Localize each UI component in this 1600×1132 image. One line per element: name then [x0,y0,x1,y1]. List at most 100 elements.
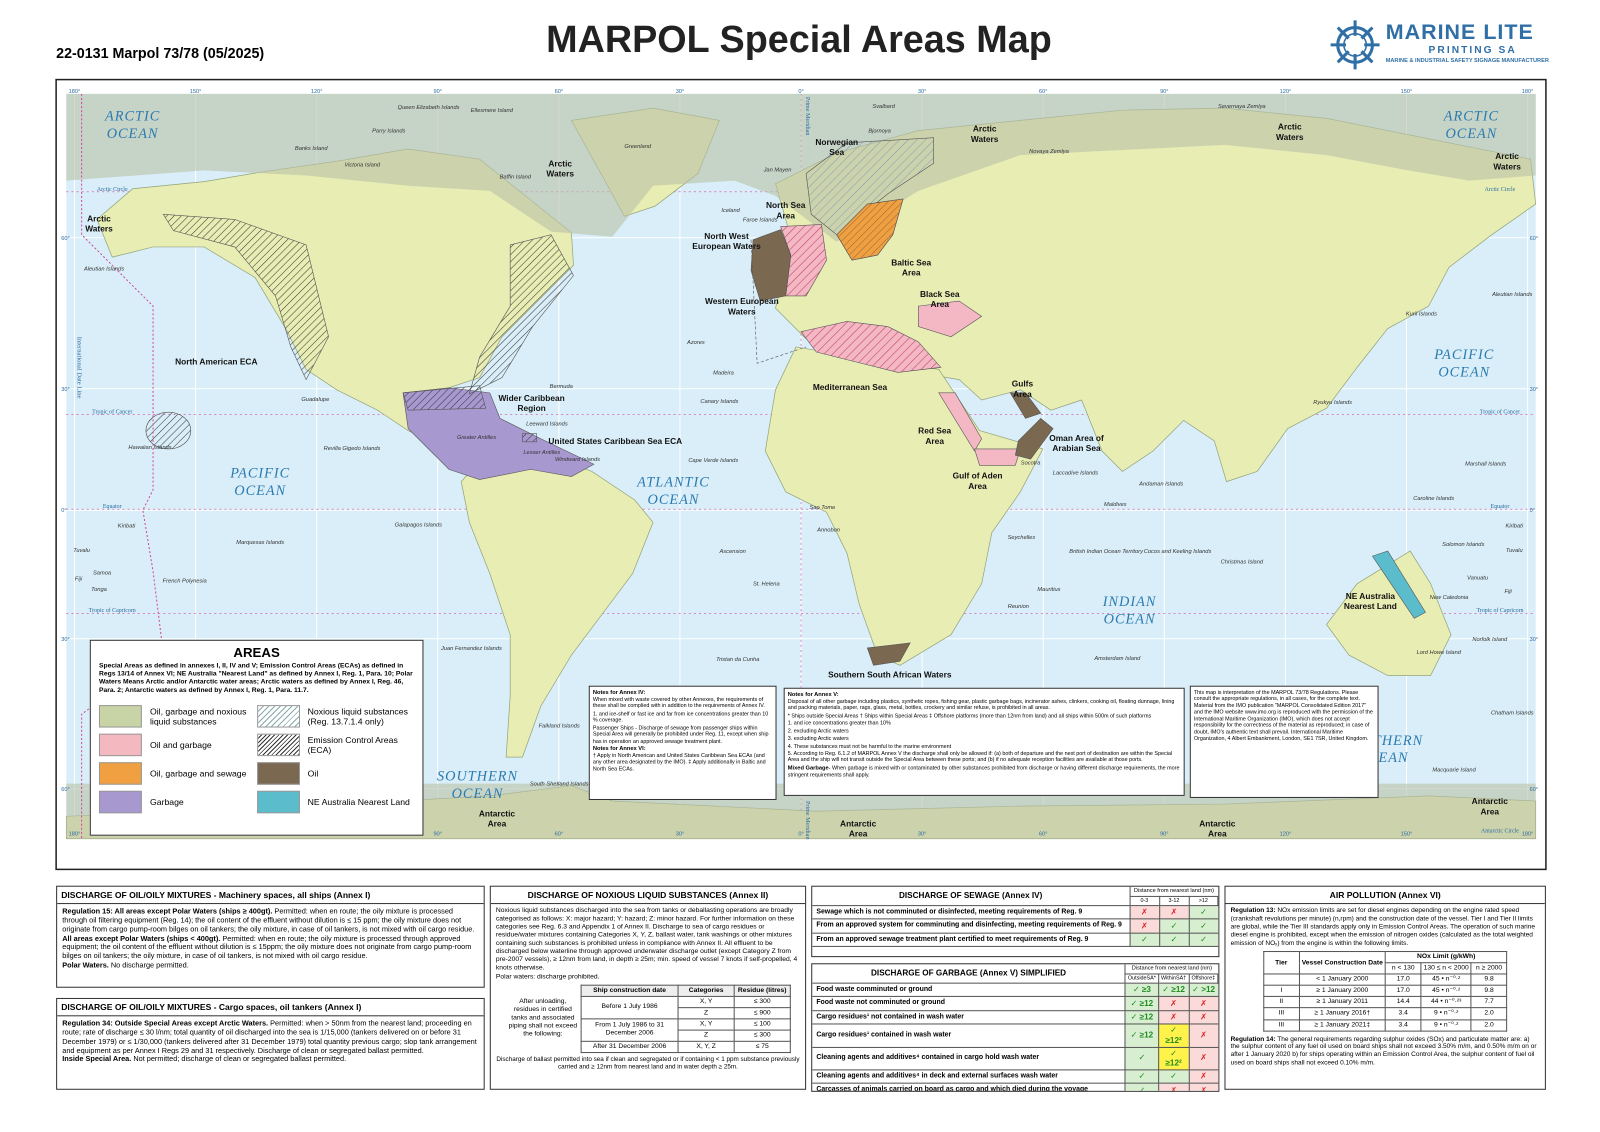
notes-annex-v: Notes for Annex V: Disposal of all other … [783,687,1185,796]
cell: ✓ ≥12² [1157,1023,1190,1048]
note-text: When mixed with waste covered by other A… [592,696,765,710]
row: Cleaning agents and additives⁴ contained… [812,1046,1218,1071]
place-label: New Caledonia [1430,595,1469,601]
paragraph: Polar Waters. No discharge permitted. [62,960,478,970]
row: From an approved system for comminuting … [812,918,1218,934]
row-label: Cleaning agents and additives⁴ contained… [812,1046,1126,1071]
row-label: Cargo residues¹ contained in wash water [812,1023,1126,1048]
lon-label: 150° [1401,89,1413,95]
line-label: Antarctic Circle [1481,829,1519,835]
oil-cargo-panel: DISCHARGE OF OIL/OILY MIXTURES - Cargo s… [56,997,485,1090]
note-text: - When garbage is mixed with or contamin… [787,765,1180,779]
poster-title: MARPOL Special Areas Map [546,18,1052,61]
legend-item: Emission Control Areas (ECA) [256,733,415,756]
cell: 7.7 [1470,996,1508,1009]
header-row: DISCHARGE OF SEWAGE (Annex IV) Distance f… [812,886,1218,907]
place-label: Faroe Islands [743,217,778,223]
lon-label: 180° [69,89,81,95]
lead: Polar Waters. [62,960,109,970]
place-label: Fiji [1505,589,1513,595]
note-lead: Mixed Garbage [787,765,829,772]
place-label: Tristan da Cunha [716,657,759,663]
area-label: North Sea Area [766,200,806,220]
cell: ≥ 1 January 2000 [1298,985,1386,998]
row-label: Food waste comminuted or ground [812,982,1126,998]
prime-meridian-label: Prime Meridian [804,97,810,136]
lon-label: 0° [798,89,803,95]
place-label: Greenland [624,144,651,150]
lon-label: 90° [1160,832,1168,838]
area-label: North American ECA [175,356,257,366]
header-row: 0-3 3-12 >12 [812,895,1219,907]
place-label: Fiji [75,577,83,583]
line-label: Arctic Circle [97,187,128,193]
lon-label: 90° [434,832,442,838]
cell: ✗ [1188,1009,1218,1025]
column-header: Tier [1262,951,1300,975]
row-label: Carcasses of animals carried on board as… [812,1082,1126,1091]
place-label: Marquesas Islands [236,540,284,546]
lon-label: 0° [798,832,803,838]
garbage-table: DISCHARGE OF GARBAGE (Annex V) SIMPLIFIE… [812,964,1219,1091]
note-text: 5. According to Reg. 6.1.2 of MARPOL Ann… [787,750,1173,764]
place-label: Jan Mayen [763,167,792,173]
legend-item: Noxious liquid substances (Reg. 13.7.1.4… [256,704,415,728]
note-title: Notes for Annex IV: [592,689,646,696]
cell: ✓ ≥12 [1124,1023,1159,1048]
place-label: Leeward Islands [526,422,568,428]
gulf-of-aden [974,448,1021,466]
column-header: Offshore‡ [1188,973,1219,984]
oman-area [1014,417,1054,460]
place-label: Lord Howe Island [1417,650,1462,656]
place-label: Banks Island [295,146,328,152]
legend-label: NE Australia Nearest Land [307,796,410,807]
note-title: Notes for Annex VI: [592,745,646,753]
cell: ✗ [1129,905,1160,920]
legend-label: Garbage [149,796,184,807]
date-cell: Before 1 July 1986 [580,995,679,1019]
south-america [460,450,654,758]
place-label: Falkland Islands [539,724,580,730]
cell: III [1262,1018,1300,1032]
area-label: Antarctic Area [1472,796,1509,816]
lon-label: 120° [1280,832,1292,838]
swatch [256,761,300,785]
place-label: Cocos and Keeling Islands [1144,549,1212,555]
row: Carcasses of animals carried on board as… [812,1082,1218,1091]
baltic-eca [836,198,904,261]
note-text: 1. and ice-shelf or fast ice and far fro… [592,710,769,724]
place-label: Greater Antilles [457,435,496,441]
lead: Regulation 15: All areas except Polar Wa… [62,906,273,916]
place-label: Svalbard [872,104,895,110]
paragraph: Inside Special Area. Not permitted; disc… [62,1055,478,1064]
cell: ✓ [1158,932,1190,947]
place-label: Seychelles [1008,535,1036,541]
logo-wheel [1330,20,1380,70]
place-label: Solomon Islands [1442,542,1484,548]
disclaimer: This map is interpretation of the MARPOL… [1189,685,1379,798]
cell: ≥ 1 January 2016† [1298,1007,1386,1020]
lon-label: 90° [1160,89,1168,95]
place-label: Madeira [713,370,734,376]
lead: Regulation 14: [1230,1035,1276,1043]
line-label: Tropic of Cancer [1480,408,1520,415]
place-label: Macquarie Island [1432,767,1476,773]
place-label: Canary Islands [700,399,738,405]
lon-label: 30° [918,832,926,838]
residue-table: After unloading, residues in certified t… [505,984,791,1053]
sub-header: n < 130 [1384,962,1422,975]
line-label: Tropic of Capricorn [1476,607,1523,614]
column-header: WithinSA† [1157,973,1190,984]
noxious-polar: Polar waters: discharge prohibited. [495,972,600,981]
area-label: Antarctic Area [1199,819,1236,839]
area-label: Black Sea Area [920,289,960,309]
cell: < 1 January 2000 [1298,973,1386,987]
column-header: NOx Limit (g/kWh) [1384,951,1508,964]
area-label: Gulf of Aden Area [953,471,1003,491]
note-text: Passenger Ships - Discharge of sewage fr… [592,725,769,745]
cell: ✓ >12 [1188,982,1218,998]
cell: II [1262,996,1300,1009]
panel-body: Regulation 13: NOx emission limits are s… [1226,904,1545,1070]
row: Sewage which is not comminuted or disinf… [812,905,1218,920]
line-label: Equator [1491,504,1510,510]
